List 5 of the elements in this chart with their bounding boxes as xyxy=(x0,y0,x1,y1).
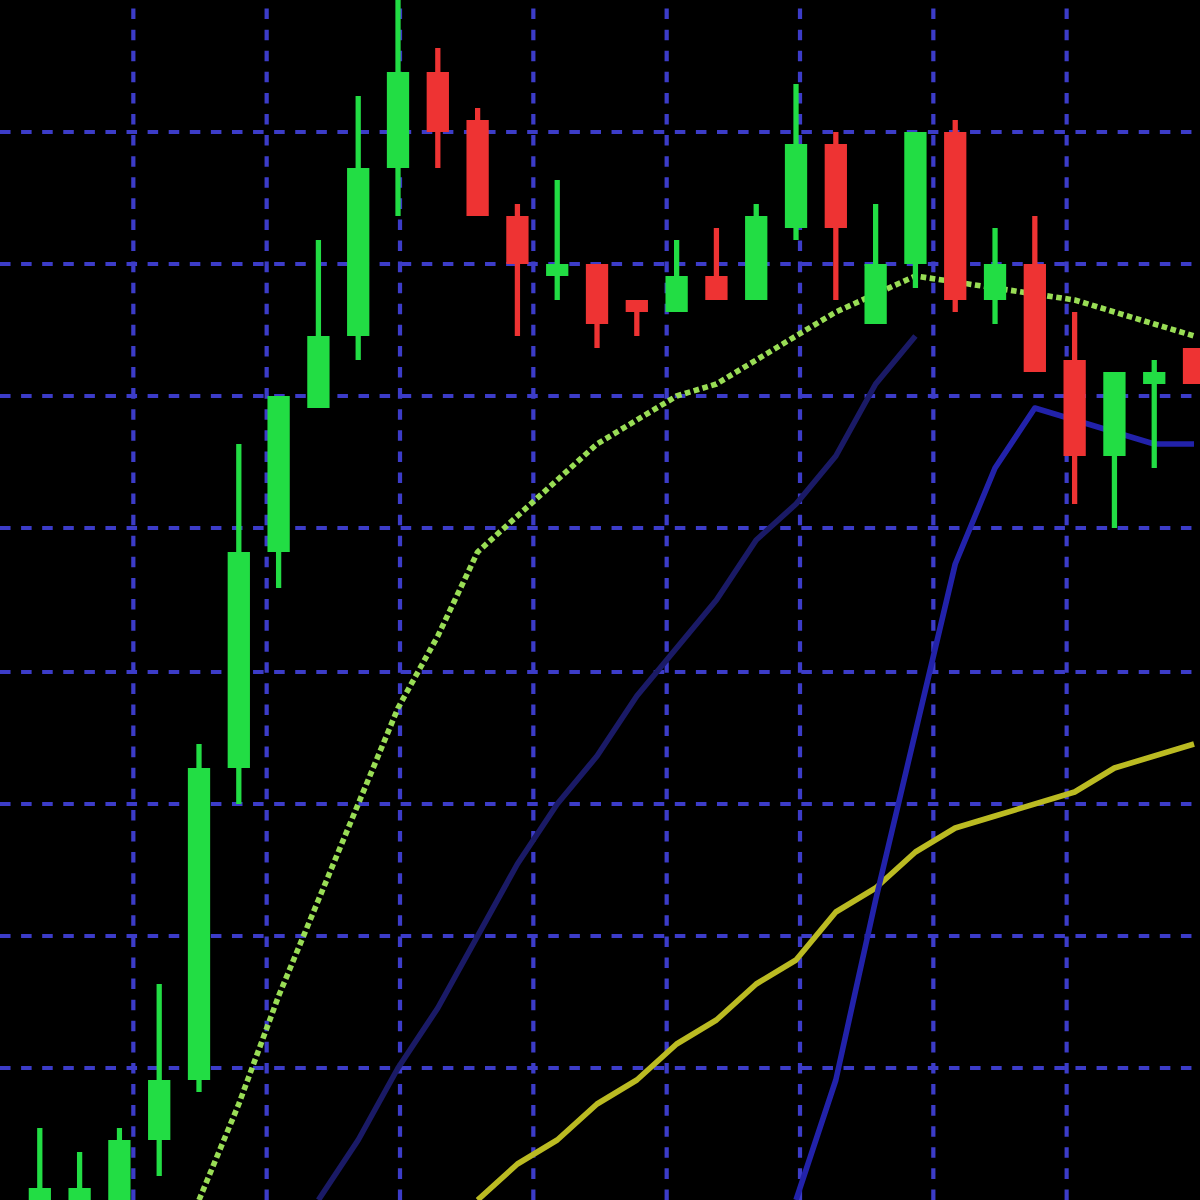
candlestick xyxy=(625,300,648,336)
candlestick xyxy=(546,180,569,300)
candlestick xyxy=(1143,360,1166,468)
candlestick xyxy=(68,1152,91,1200)
candlestick xyxy=(28,1128,51,1200)
